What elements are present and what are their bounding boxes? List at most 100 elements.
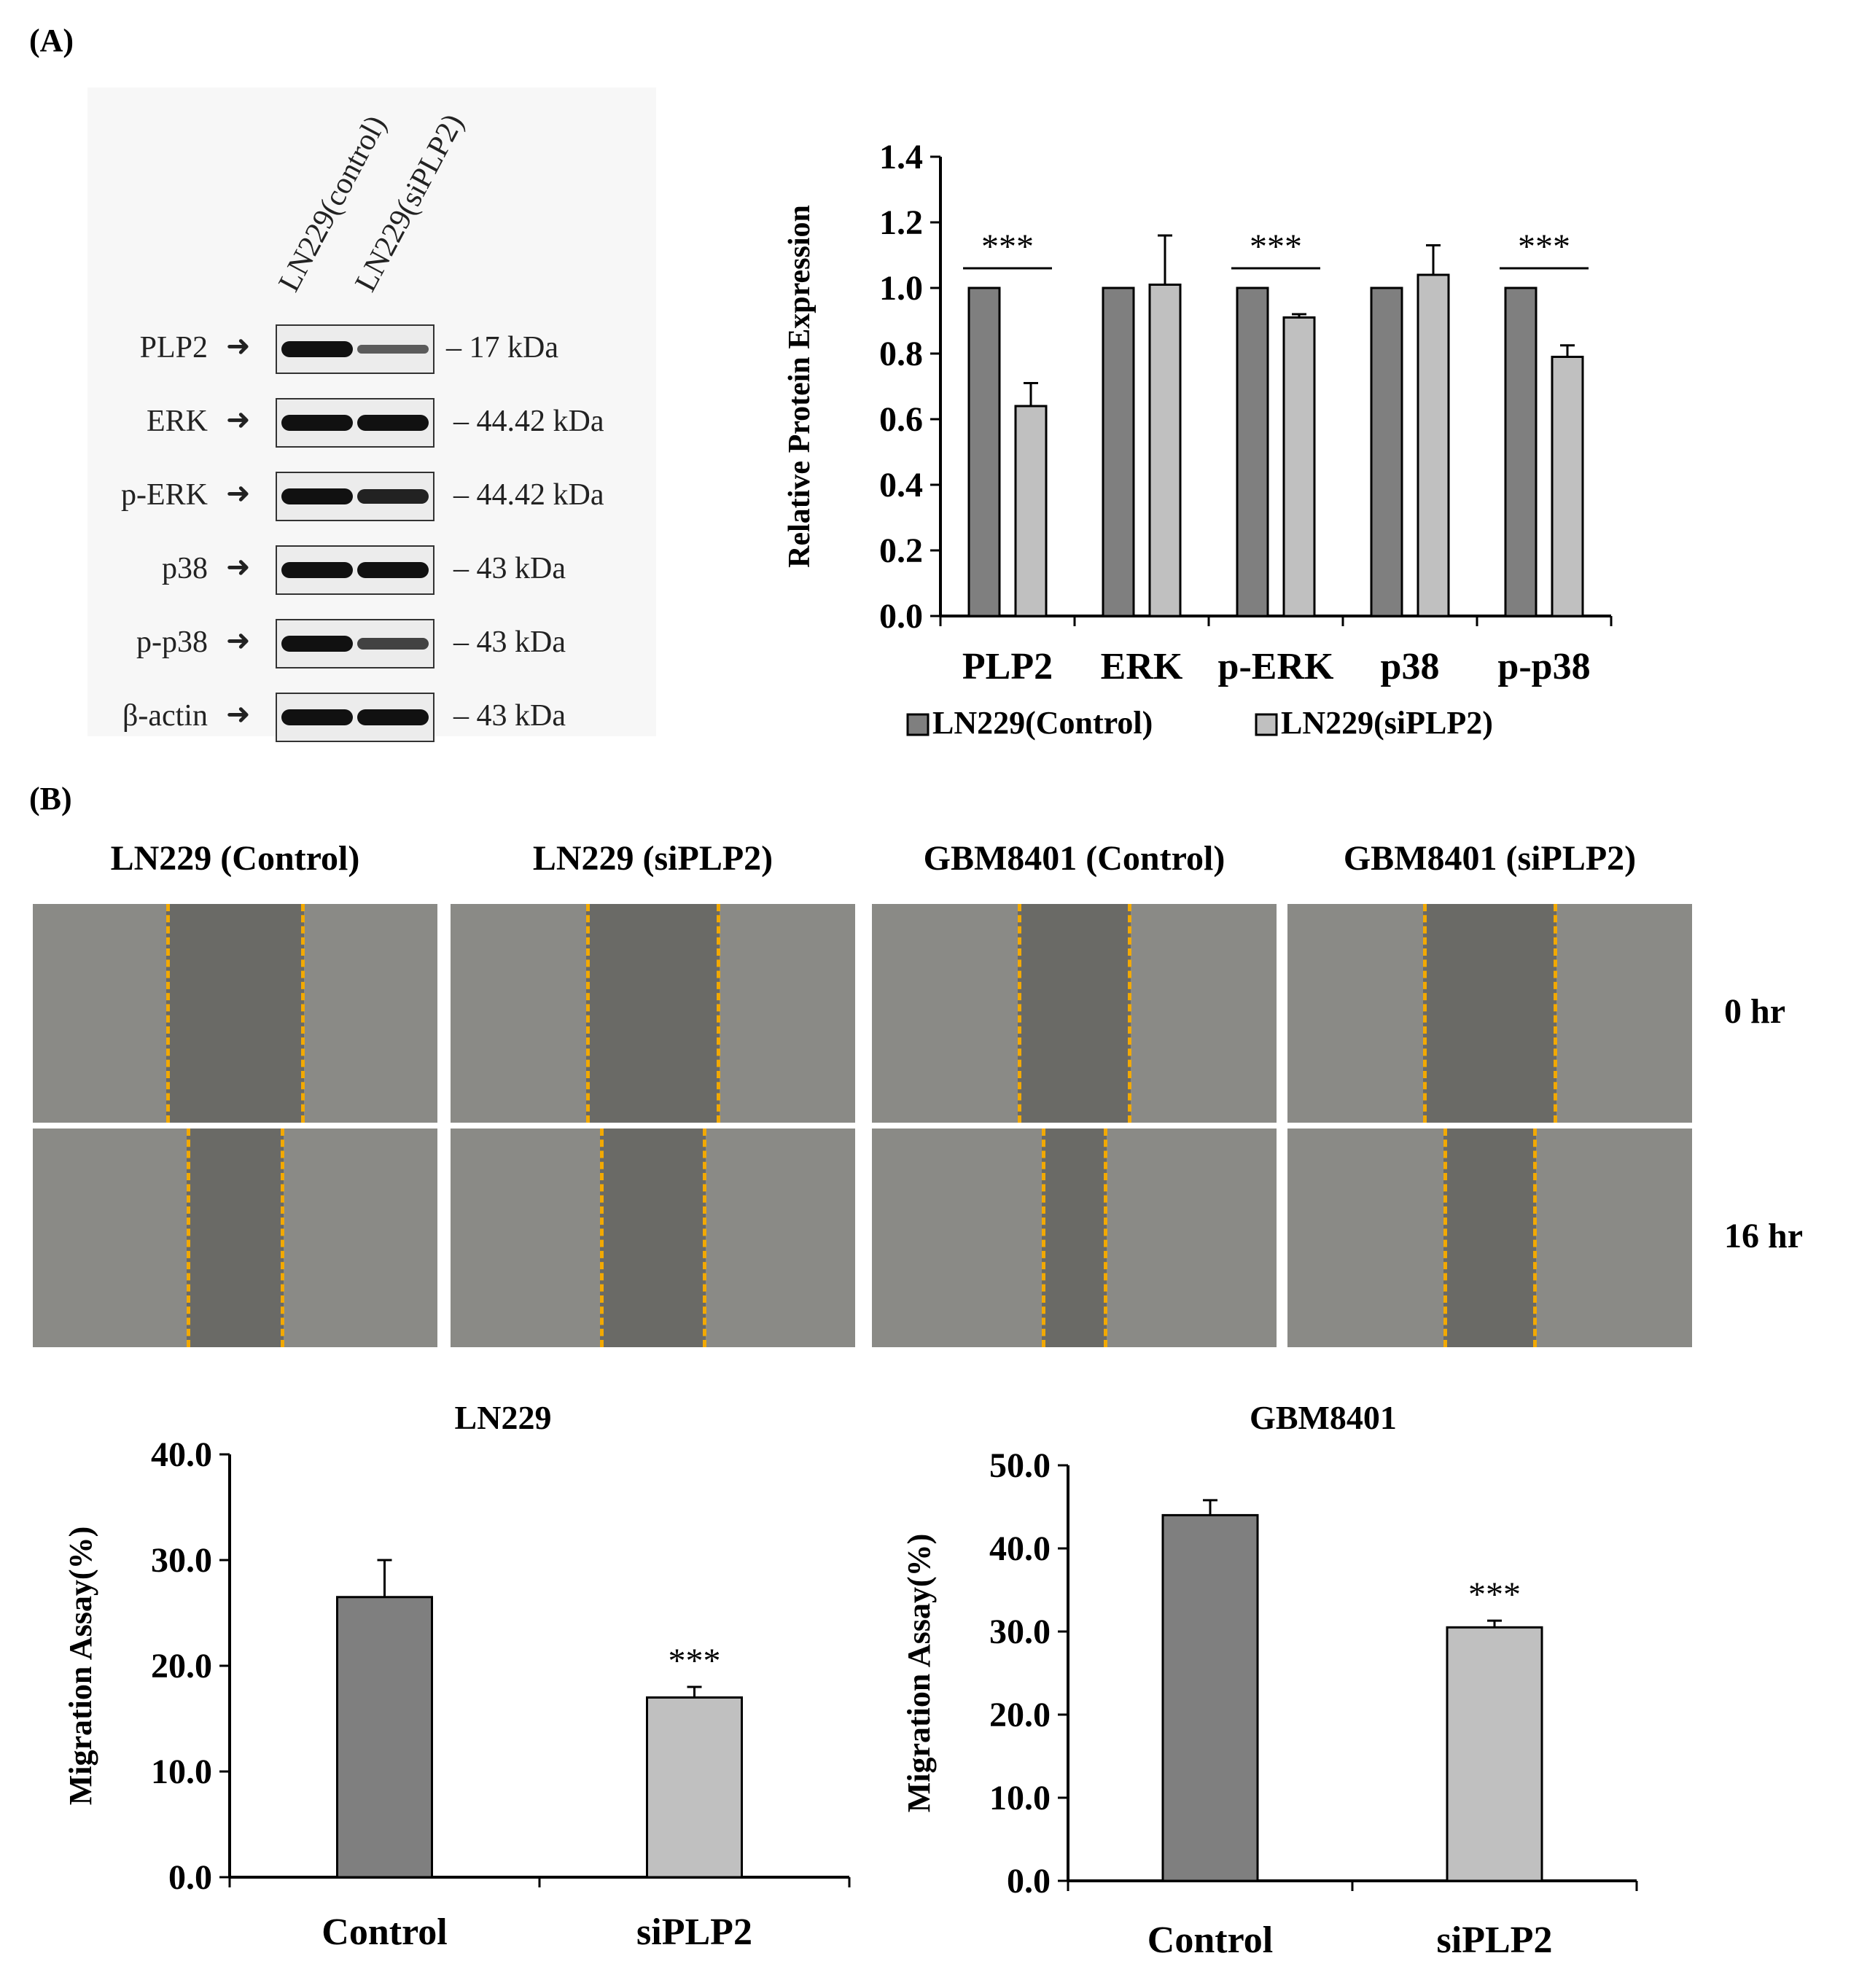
y-tick-label: 40.0 (151, 1435, 212, 1474)
blot-band (357, 709, 429, 725)
blot-band (281, 341, 353, 357)
protein-label: p38 (162, 552, 208, 585)
legend-label: LN229(Control) (932, 705, 1153, 741)
bar (1148, 284, 1182, 617)
gap-edge-left (1422, 904, 1427, 1123)
bar (646, 1696, 743, 1879)
y-axis-label: Migration Assay(%) (63, 1527, 98, 1806)
blot-strip (276, 398, 435, 448)
gap-edge-left (585, 904, 590, 1123)
protein-label: p-p38 (136, 625, 208, 659)
gap-edge-left (1017, 904, 1021, 1123)
y-tick-label: 30.0 (151, 1541, 212, 1580)
time-label: 16 hr (1724, 1217, 1803, 1255)
micrograph (1287, 904, 1692, 1123)
micrograph (451, 1129, 855, 1347)
arrow-icon: ➜ (226, 477, 251, 510)
significance-label: *** (669, 1642, 721, 1680)
gap-edge-left (166, 904, 171, 1123)
scratch-gap (166, 904, 304, 1123)
condition-label: GBM8401 (Control) (923, 839, 1225, 878)
arrow-icon: ➜ (226, 330, 251, 362)
bar (1446, 1626, 1543, 1882)
kda-label: – 17 kDa (446, 331, 558, 365)
bar (967, 286, 1001, 617)
blot-band (357, 489, 429, 504)
bar (1102, 286, 1135, 617)
x-category-label: PLP2 (962, 646, 1053, 687)
y-tick-label: 1.2 (879, 203, 923, 242)
gap-edge-right (702, 1129, 706, 1347)
gap-edge-right (1533, 1129, 1538, 1347)
y-tick-label: 0.0 (168, 1858, 212, 1897)
gap-edge-left (600, 1129, 604, 1347)
panel-b-label: (B) (29, 781, 72, 816)
y-tick-label: 0.8 (879, 335, 923, 373)
gap-edge-right (1103, 1129, 1107, 1347)
x-category-label: siPLP2 (1437, 1919, 1553, 1961)
protein-expression-chart: 0.0 0.2 0.4 0.6 0.8 1.0 1.2 1.4 Relative Protein… (783, 138, 1613, 741)
protein-label: PLP2 (139, 331, 208, 365)
y-tick-label: 0.0 (1007, 1862, 1051, 1901)
protein-label: ERK (147, 405, 208, 438)
y-tick-label: 10.0 (151, 1753, 212, 1791)
condition-label: GBM8401 (siPLP2) (1343, 839, 1637, 878)
y-tick-label: 20.0 (989, 1696, 1051, 1734)
scratch-gap (1443, 1129, 1537, 1347)
bar (1504, 286, 1538, 617)
x-category-label: p38 (1381, 646, 1440, 687)
gap-edge-right (300, 904, 305, 1123)
bar (1370, 286, 1403, 617)
significance-label: *** (1468, 1575, 1521, 1614)
micrograph (872, 1129, 1277, 1347)
micrograph (33, 1129, 437, 1347)
y-tick-label: 1.0 (879, 269, 923, 308)
x-category-label: Control (1147, 1919, 1273, 1961)
blot-strip (276, 472, 435, 521)
scratch-gap (1017, 904, 1131, 1123)
y-tick-label: 30.0 (989, 1613, 1051, 1651)
legend-swatch (906, 713, 930, 736)
blot-strip (276, 619, 435, 668)
arrow-icon: ➜ (226, 698, 251, 730)
protein-label: β-actin (122, 699, 208, 733)
arrow-icon: ➜ (226, 550, 251, 583)
scratch-gap (585, 904, 720, 1123)
kda-label: – 43 kDa (453, 625, 566, 659)
western-blot: LN229(control) LN229(siPLP2) PLP2 ➜ – 17 kDa… (0, 0, 729, 744)
scratch-gap (1422, 904, 1557, 1123)
bar (1014, 405, 1048, 617)
bar (1236, 286, 1269, 617)
y-tick-label: 1.4 (879, 138, 923, 176)
micrograph (1287, 1129, 1692, 1347)
blot-band (357, 638, 429, 650)
ln229-migration-chart: 0.0 10.0 20.0 30.0 40.0 Migration Assay(%) Con… (63, 1399, 851, 1953)
blot-band (281, 636, 353, 652)
gap-edge-left (186, 1129, 190, 1347)
y-tick-label: 10.0 (989, 1779, 1051, 1817)
gap-edge-right (1554, 904, 1558, 1123)
x-category-label: p-ERK (1218, 646, 1334, 687)
blot-strip (276, 324, 435, 374)
y-tick-label: 50.0 (989, 1446, 1051, 1485)
blot-band (281, 415, 353, 431)
kda-label: – 44.42 kDa (453, 478, 604, 512)
y-tick-label: 0.4 (879, 466, 923, 504)
x-category-label: ERK (1101, 646, 1183, 687)
condition-label: LN229 (Control) (110, 839, 360, 878)
kda-label: – 43 kDa (453, 699, 566, 733)
significance-label: *** (981, 227, 1034, 266)
time-label: 0 hr (1724, 992, 1785, 1031)
gap-edge-left (1042, 1129, 1046, 1347)
x-category-label: siPLP2 (636, 1911, 752, 1953)
x-category-label: p-p38 (1497, 646, 1590, 687)
arrow-icon: ➜ (226, 624, 251, 657)
legend-label: LN229(siPLP2) (1281, 705, 1493, 741)
gap-edge-right (1128, 904, 1132, 1123)
bar (1416, 273, 1450, 617)
blot-band (281, 562, 353, 578)
scratch-gap (186, 1129, 284, 1347)
blot-band (281, 488, 353, 504)
micrograph (451, 904, 855, 1123)
blot-strip (276, 545, 435, 595)
